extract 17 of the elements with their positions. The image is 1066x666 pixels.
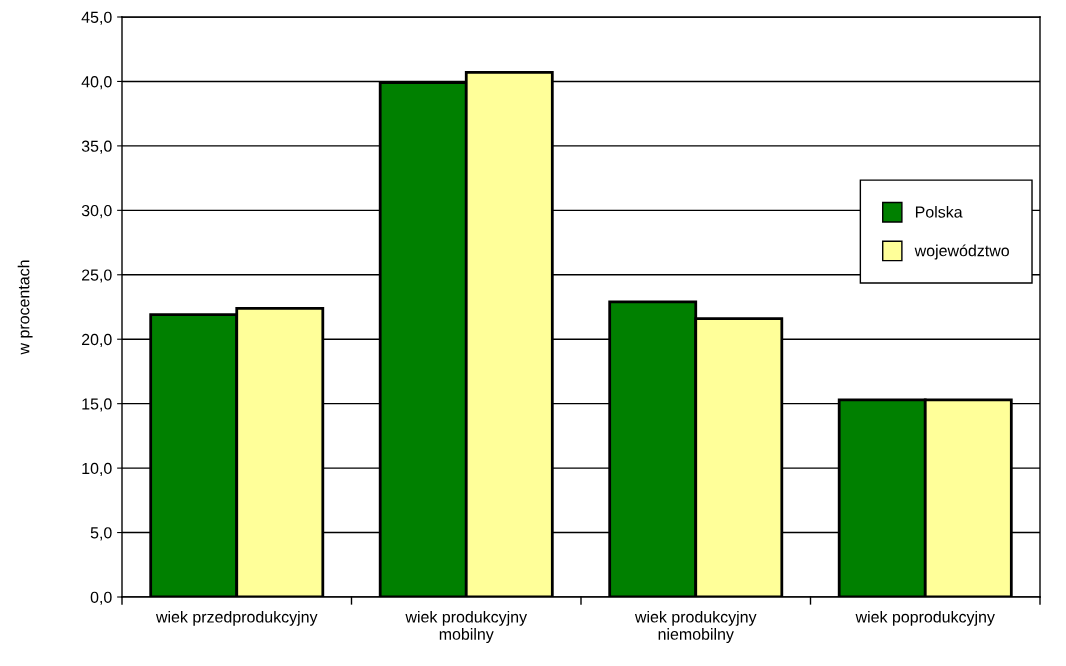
- y-tick-label: 40,0: [81, 76, 112, 90]
- legend-label: województwo: [914, 244, 1009, 260]
- y-tick-label: 0,0: [90, 591, 112, 605]
- x-tick-label: wiek przedprodukcyjny: [155, 610, 318, 626]
- y-tick-label: 20,0: [82, 333, 112, 348]
- y-tick-label: 35,0: [81, 140, 112, 154]
- x-tick-label: wiek produkcyjny mobilny: [405, 610, 528, 643]
- y-tick-label: 45,0: [81, 11, 112, 25]
- y-tick-label: 25,0: [82, 269, 112, 283]
- y-tick-label: 10,0: [82, 462, 112, 476]
- y-tick-label: 5,0: [90, 527, 112, 541]
- y-axis-title: w procentach: [17, 260, 33, 355]
- x-tick-label: wiek poprodukcyjny: [855, 610, 995, 626]
- y-tick-label: 15,0: [82, 398, 112, 412]
- x-tick-label: wiek produkcyjny niemobilny: [634, 610, 757, 643]
- legend-label: Polska: [915, 205, 963, 218]
- y-tick-label: 30,0: [81, 204, 112, 219]
